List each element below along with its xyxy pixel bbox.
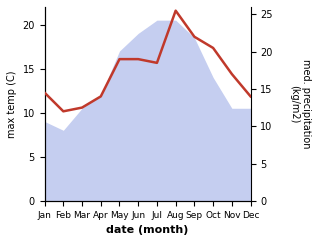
Y-axis label: max temp (C): max temp (C) xyxy=(7,70,17,138)
Y-axis label: med. precipitation
(kg/m2): med. precipitation (kg/m2) xyxy=(289,59,311,149)
X-axis label: date (month): date (month) xyxy=(107,225,189,235)
